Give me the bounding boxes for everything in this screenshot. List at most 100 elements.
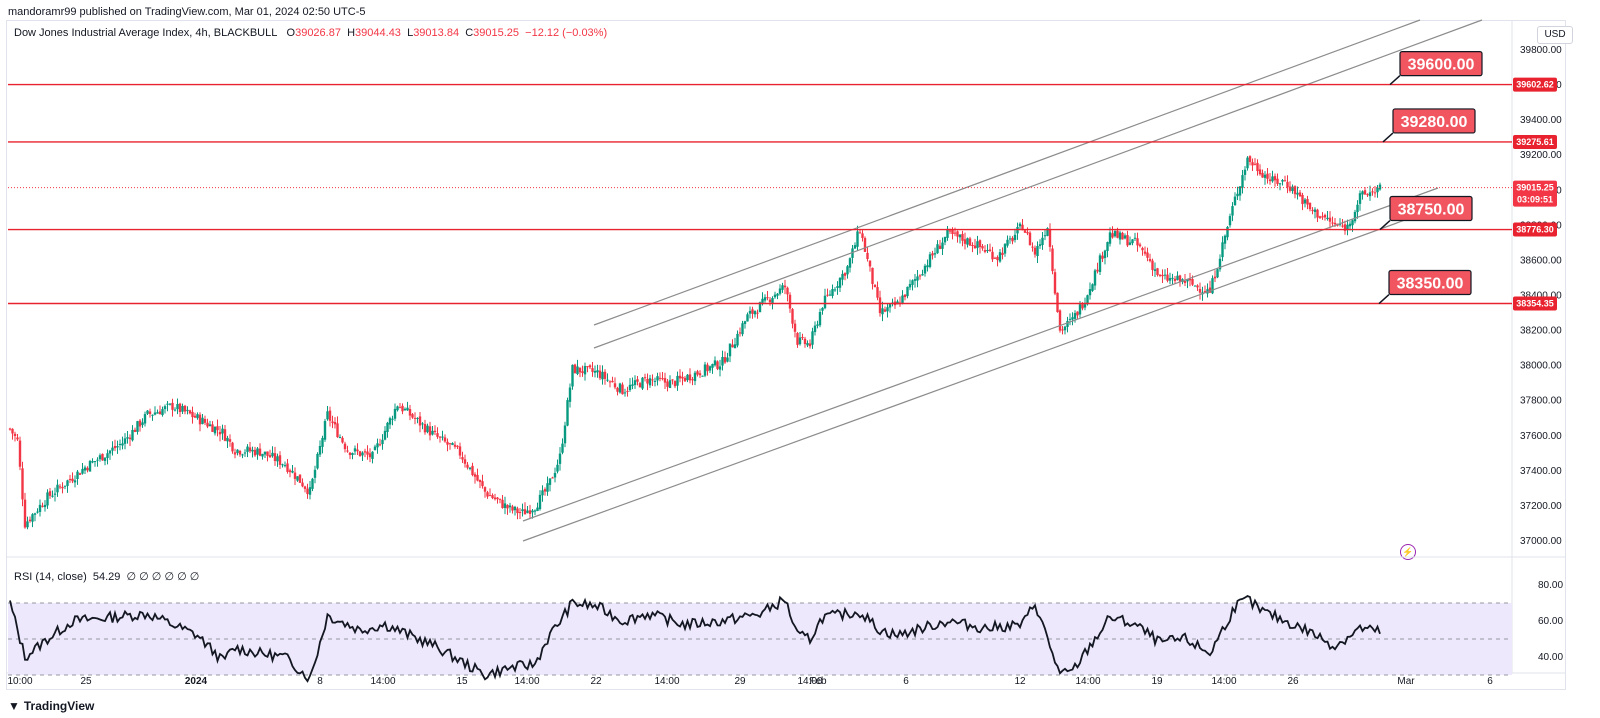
candle-body	[38, 504, 42, 512]
candle-body	[1211, 278, 1214, 294]
level-price-tag	[1513, 77, 1557, 92]
candle-body	[601, 371, 604, 380]
candle-body	[1011, 237, 1014, 242]
candle-body	[1171, 277, 1174, 279]
rsi-legend[interactable]: RSI (14, close) 54.29 ∅ ∅ ∅ ∅ ∅ ∅	[14, 570, 199, 583]
candle-body	[641, 377, 644, 389]
candle-body	[1226, 226, 1229, 238]
candle-body	[906, 286, 909, 297]
candle-body	[806, 343, 809, 346]
candle-body	[156, 412, 159, 414]
candle-body	[1191, 279, 1194, 285]
candle-body	[371, 451, 374, 459]
symbol-legend[interactable]: Dow Jones Industrial Average Index, 4h, …	[14, 27, 607, 39]
candle-body	[553, 472, 557, 478]
candle-body	[936, 244, 939, 254]
candle-body	[1231, 206, 1234, 216]
candle-body	[1133, 237, 1137, 239]
candle-body	[1203, 291, 1207, 293]
candle-body	[1323, 214, 1327, 218]
candle-body	[658, 377, 662, 379]
tradingview-logo[interactable]: ▼ TradingView	[8, 699, 94, 713]
candle-body	[1218, 258, 1222, 270]
candle-body	[223, 429, 227, 441]
candle-body	[58, 486, 62, 488]
candle-body	[986, 249, 989, 251]
candle-body	[1376, 187, 1379, 193]
candle-body	[1298, 192, 1302, 197]
callout-pointer	[1379, 219, 1391, 231]
candle-body	[1196, 285, 1199, 288]
candle-body	[773, 294, 777, 298]
candle-body	[503, 503, 507, 509]
candle-body	[271, 452, 274, 457]
candle-body	[1123, 235, 1127, 239]
candle-body	[701, 375, 704, 377]
candle-body	[873, 284, 877, 288]
candle-body	[816, 324, 819, 326]
candle-body	[1113, 231, 1117, 237]
candle-body	[956, 231, 959, 237]
candle-body	[551, 477, 554, 479]
candle-body	[981, 246, 984, 249]
candle-body	[243, 452, 247, 454]
candle-body	[1338, 223, 1342, 225]
candle-body	[83, 467, 87, 471]
candle-body	[1153, 269, 1157, 271]
candle-body	[828, 294, 832, 296]
candle-body	[381, 439, 384, 445]
candle-body	[978, 240, 982, 248]
candle-body	[28, 519, 32, 522]
candle-body	[1056, 292, 1059, 313]
candle-body	[516, 508, 519, 514]
candle-body	[431, 430, 434, 435]
lightning-icon[interactable]: ⚡	[1400, 544, 1416, 560]
candle-body	[1373, 192, 1377, 194]
candle-body	[943, 236, 947, 243]
candle-body	[1088, 289, 1092, 296]
candle-body	[961, 233, 964, 241]
candle-body	[746, 314, 749, 322]
candle-body	[448, 443, 452, 445]
candle-body	[621, 384, 624, 395]
candle-body	[231, 442, 234, 452]
candle-body	[66, 480, 69, 486]
candle-body	[388, 418, 392, 425]
candle-body	[528, 510, 532, 514]
candle-body	[341, 437, 344, 443]
candle-body	[646, 379, 649, 384]
candle-body	[1318, 216, 1322, 218]
candle-body	[848, 258, 852, 268]
candle-body	[538, 494, 542, 510]
candle-body	[1013, 234, 1017, 241]
candle-body	[1241, 175, 1244, 188]
candle-body	[1043, 235, 1047, 237]
candle-body	[1356, 204, 1359, 213]
candle-body	[706, 364, 709, 372]
candle-body	[586, 366, 589, 368]
candle-body	[643, 377, 647, 379]
candle-body	[13, 433, 17, 437]
candle-body	[166, 403, 169, 405]
candle-body	[733, 344, 737, 349]
candle-body	[438, 436, 442, 438]
candle-body	[888, 304, 892, 308]
candle-body	[206, 422, 209, 427]
currency-button[interactable]: USD	[1537, 26, 1573, 44]
candle-body	[193, 415, 197, 418]
candle-body	[811, 331, 814, 345]
candle-body	[666, 381, 669, 387]
candle-body	[1086, 295, 1089, 305]
candle-body	[413, 417, 417, 419]
candle-body	[481, 481, 484, 487]
candle-body	[158, 411, 162, 415]
candle-body	[581, 371, 584, 373]
candle-body	[618, 383, 622, 393]
candle-body	[111, 447, 114, 451]
candle-body	[718, 366, 722, 370]
high-label: H	[347, 27, 356, 39]
candle-body	[196, 414, 199, 419]
candle-body	[776, 293, 779, 296]
level-price-tag	[1513, 296, 1557, 311]
